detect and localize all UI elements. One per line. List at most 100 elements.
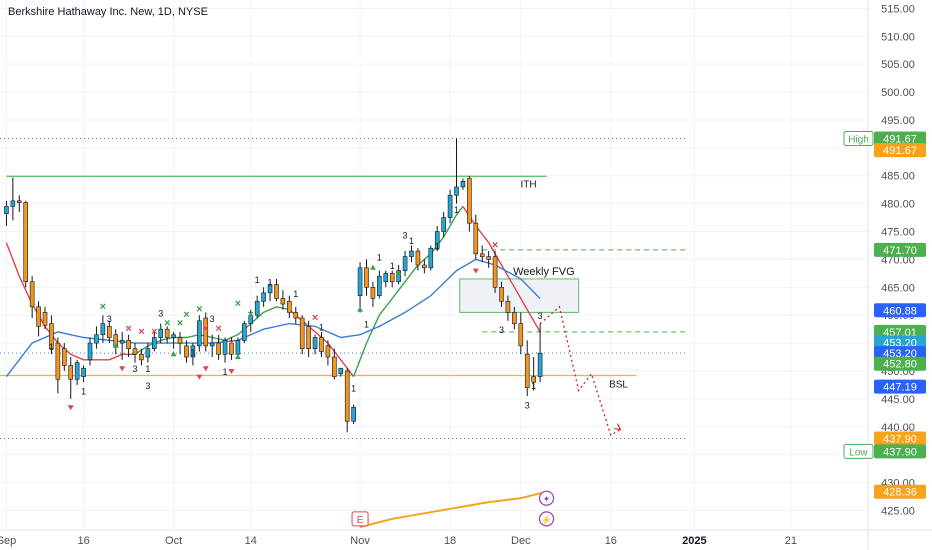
candle-body[interactable] bbox=[100, 323, 106, 336]
candle-body[interactable] bbox=[152, 337, 157, 349]
candle-body[interactable] bbox=[428, 247, 434, 269]
candle-body[interactable] bbox=[267, 284, 273, 294]
candle-body[interactable] bbox=[518, 323, 524, 347]
candle-body[interactable] bbox=[441, 217, 446, 232]
earnings-icon[interactable] bbox=[351, 511, 369, 527]
candle-body[interactable] bbox=[74, 362, 80, 380]
candle-body[interactable] bbox=[171, 334, 176, 338]
candle-body[interactable] bbox=[370, 287, 376, 299]
candle-body[interactable] bbox=[312, 337, 318, 349]
candle-body[interactable] bbox=[55, 342, 61, 380]
candle-body[interactable] bbox=[512, 312, 517, 324]
candle-body[interactable] bbox=[486, 256, 491, 260]
candle-body[interactable] bbox=[248, 314, 254, 324]
candle-body[interactable] bbox=[499, 287, 504, 302]
candle-body[interactable] bbox=[338, 367, 344, 375]
candle-body[interactable] bbox=[254, 300, 260, 316]
candle-body[interactable] bbox=[107, 326, 112, 338]
candle-body[interactable] bbox=[261, 292, 266, 302]
candle-body[interactable] bbox=[409, 250, 414, 257]
candle-body[interactable] bbox=[158, 328, 164, 338]
candle-body[interactable] bbox=[87, 342, 93, 361]
candle-body[interactable] bbox=[351, 406, 356, 422]
candle-body[interactable] bbox=[10, 200, 16, 207]
candle-body[interactable] bbox=[402, 256, 408, 271]
candle-body[interactable] bbox=[274, 284, 279, 299]
candle-body[interactable] bbox=[306, 326, 311, 349]
candle-body[interactable] bbox=[197, 320, 202, 347]
candle-body[interactable] bbox=[473, 222, 479, 255]
candle-body[interactable] bbox=[164, 328, 170, 338]
candle-body[interactable] bbox=[4, 206, 9, 214]
candle-body[interactable] bbox=[344, 370, 350, 422]
candle-body[interactable] bbox=[184, 345, 189, 358]
candle-body[interactable] bbox=[203, 317, 209, 347]
candle-body[interactable] bbox=[357, 267, 363, 296]
candle-body[interactable] bbox=[62, 348, 67, 366]
plot-area[interactable] bbox=[0, 0, 868, 530]
candle-body[interactable] bbox=[229, 342, 234, 355]
candle-body[interactable] bbox=[524, 353, 530, 389]
candle-body[interactable] bbox=[145, 348, 151, 358]
candle-body[interactable] bbox=[29, 281, 35, 308]
ma-line[interactable] bbox=[5, 242, 135, 361]
y-tick-label: 510.00 bbox=[881, 31, 915, 43]
ma-line[interactable] bbox=[5, 258, 541, 378]
candle-body[interactable] bbox=[222, 340, 228, 355]
candle-body[interactable] bbox=[216, 342, 221, 355]
event-glyph: ⚡ bbox=[541, 514, 552, 526]
candle-body[interactable] bbox=[242, 323, 247, 341]
candle-body[interactable] bbox=[139, 353, 144, 361]
cross-marker: × bbox=[203, 323, 209, 335]
candle-body[interactable] bbox=[454, 186, 459, 196]
candle-body[interactable] bbox=[415, 250, 421, 266]
candle-body[interactable] bbox=[389, 273, 395, 283]
candle-body[interactable] bbox=[492, 256, 498, 288]
candle-body[interactable] bbox=[299, 317, 305, 349]
candle-body[interactable] bbox=[42, 312, 48, 326]
candle-body[interactable] bbox=[16, 200, 22, 203]
candle-body[interactable] bbox=[537, 352, 543, 377]
candle-body[interactable] bbox=[94, 334, 99, 344]
projection-path[interactable] bbox=[539, 305, 621, 437]
count-label: 1 bbox=[145, 364, 150, 374]
candle-body[interactable] bbox=[319, 337, 324, 352]
cross-marker: × bbox=[312, 312, 318, 324]
candle-body[interactable] bbox=[132, 348, 138, 355]
candle-body[interactable] bbox=[81, 367, 86, 377]
price-tag-prefix-text: Low bbox=[849, 447, 868, 458]
candle-body[interactable] bbox=[531, 376, 536, 383]
candle-body[interactable] bbox=[383, 273, 389, 283]
candle-body[interactable] bbox=[126, 340, 131, 349]
candle-body[interactable] bbox=[377, 275, 382, 296]
candle-body[interactable] bbox=[49, 323, 54, 349]
candle-body[interactable] bbox=[447, 194, 453, 218]
candle-body[interactable] bbox=[479, 253, 485, 257]
candle-body[interactable] bbox=[177, 337, 183, 344]
count-label: 1 bbox=[409, 236, 414, 246]
sparkle-event-icon[interactable] bbox=[538, 490, 555, 506]
candle-body[interactable] bbox=[119, 340, 125, 344]
candle-body[interactable] bbox=[190, 345, 196, 358]
candle-body[interactable] bbox=[467, 178, 472, 224]
candle-body[interactable] bbox=[36, 306, 41, 327]
candle-body[interactable] bbox=[280, 298, 286, 305]
candle-body[interactable] bbox=[364, 267, 369, 288]
candle-body[interactable] bbox=[287, 300, 292, 313]
candle-body[interactable] bbox=[332, 356, 337, 377]
candle-body[interactable] bbox=[235, 340, 241, 355]
candle-body[interactable] bbox=[434, 231, 440, 249]
candle-body[interactable] bbox=[460, 181, 466, 188]
ma-line[interactable] bbox=[359, 490, 547, 529]
candle-body[interactable] bbox=[505, 300, 511, 313]
candle-body[interactable] bbox=[293, 312, 299, 319]
candle-body[interactable] bbox=[68, 365, 74, 380]
candle-body[interactable] bbox=[422, 264, 427, 269]
candle-body[interactable] bbox=[325, 345, 331, 358]
lightning-event-icon[interactable] bbox=[538, 511, 555, 527]
candle-body[interactable] bbox=[23, 202, 29, 283]
candle-body[interactable] bbox=[209, 342, 215, 347]
cross-marker: × bbox=[151, 326, 157, 338]
